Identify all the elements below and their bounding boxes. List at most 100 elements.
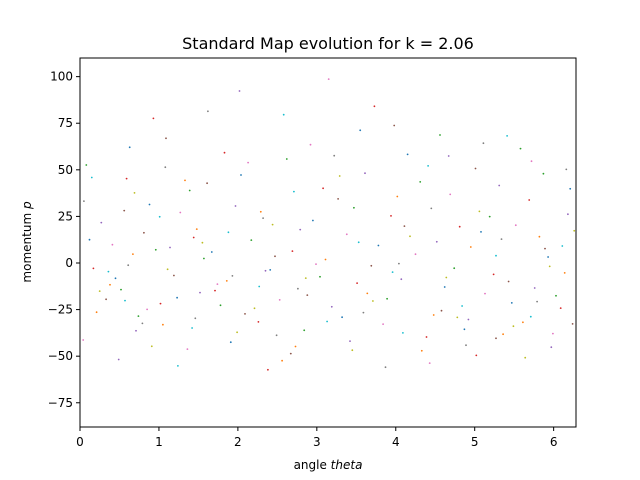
data-point-s1-1: [132, 253, 134, 256]
data-point-s7-17: [384, 366, 387, 369]
data-point-s9-19: [107, 270, 110, 273]
data-point-s3-9: [390, 215, 392, 217]
data-point-s6-13: [552, 332, 554, 335]
data-point-s1-0: [95, 311, 98, 314]
data-point-s8-8: [372, 300, 374, 302]
data-point-s7-12: [500, 238, 503, 241]
x-axis-label: angle theta: [294, 458, 363, 472]
data-point-s8-3: [201, 241, 204, 244]
data-point-s7-8: [362, 311, 365, 314]
data-point-s9-10: [427, 165, 429, 167]
data-point-s4-5: [264, 269, 267, 272]
data-point-s2-8: [353, 206, 355, 209]
data-point-s4-10: [435, 240, 438, 243]
data-point-s2-2: [154, 248, 157, 251]
data-point-s2-18: [542, 172, 545, 175]
data-point-s5-18: [495, 337, 497, 340]
chart-title: Standard Map evolution for k = 2.06: [182, 34, 474, 53]
data-point-s4-7: [330, 305, 333, 308]
data-point-s3-1: [125, 177, 128, 180]
data-point-s5-15: [165, 137, 167, 140]
x-tick-label-5: 5: [471, 435, 479, 449]
data-point-s6-15: [186, 348, 189, 350]
data-point-s4-9: [400, 278, 403, 281]
data-point-s5-13: [544, 247, 546, 250]
data-point-s9-11: [461, 305, 463, 307]
y-axis-ticks: −75 −50 −25 0 25 50 75 100: [48, 70, 80, 410]
x-tick-label-0: 0: [76, 435, 84, 449]
data-point-s4-11: [467, 318, 470, 321]
data-point-s8-12: [512, 325, 515, 328]
data-point-s7-13: [536, 300, 538, 303]
data-point-s1-13: [538, 235, 541, 238]
data-point-s2-1: [120, 288, 122, 291]
data-point-s3-14: [559, 307, 562, 309]
y-axis-label-prefix: momentum: [20, 209, 34, 283]
data-point-s5-17: [393, 124, 396, 127]
data-point-s6-3: [216, 283, 219, 285]
data-point-s1-17: [420, 349, 423, 352]
data-point-s5-10: [440, 309, 443, 312]
data-point-s3-0: [92, 267, 95, 270]
data-point-s0-17: [229, 341, 232, 344]
x-axis-ticks: 0 1 2 3 4 5 6: [76, 427, 557, 449]
data-point-s6-4: [247, 161, 250, 164]
data-point-s3-7: [322, 187, 324, 190]
data-point-s3-15: [152, 117, 155, 120]
data-point-s3-5: [257, 321, 260, 323]
data-point-s1-5: [259, 210, 262, 213]
data-point-s0-1: [114, 277, 117, 280]
data-point-s3-17: [373, 105, 376, 108]
data-point-s0-19: [463, 328, 466, 331]
data-point-s3-19: [214, 289, 216, 292]
data-point-s6-17: [428, 362, 431, 364]
data-point-s8-1: [133, 192, 136, 194]
data-point-s7-3: [194, 317, 197, 320]
data-point-s1-4: [225, 280, 228, 282]
data-point-s1-12: [502, 333, 504, 336]
data-point-s0-4: [210, 251, 213, 253]
data-point-s9-18: [506, 135, 508, 137]
y-tick-label-4: 25: [58, 209, 73, 223]
data-point-s8-14: [573, 229, 576, 232]
y-tick-label-0: −75: [48, 396, 73, 410]
data-point-s3-8: [356, 282, 358, 284]
data-point-s1-11: [469, 246, 472, 248]
data-point-s3-3: [192, 236, 195, 239]
data-point-s7-2: [164, 166, 167, 169]
data-point-s6-6: [315, 263, 317, 265]
data-point-s9-12: [495, 254, 497, 257]
data-point-s0-7: [312, 219, 314, 222]
data-point-s4-4: [234, 205, 237, 207]
data-point-s5-6: [306, 294, 309, 296]
y-tick-label-1: −50: [48, 349, 73, 363]
data-point-s9-17: [402, 332, 404, 334]
data-point-s7-7: [333, 154, 336, 157]
data-point-s8-13: [548, 265, 551, 268]
data-point-s5-7: [337, 198, 339, 200]
data-point-s0-15: [569, 187, 572, 190]
data-point-s2-0: [85, 164, 88, 166]
data-point-s3-18: [475, 354, 478, 357]
data-point-s3-2: [159, 302, 162, 305]
data-point-s0-0: [88, 238, 91, 241]
data-point-s8-11: [478, 210, 481, 213]
data-point-s8-18: [456, 316, 459, 319]
data-point-s7-6: [297, 287, 299, 290]
data-point-s0-2: [148, 203, 151, 206]
data-point-s0-12: [480, 231, 482, 233]
data-point-s0-14: [547, 256, 549, 258]
data-point-s6-8: [382, 323, 384, 325]
data-point-s4-14: [567, 213, 569, 216]
data-point-s9-4: [227, 231, 230, 234]
data-point-s1-19: [184, 179, 186, 182]
y-axis-label-variable: p: [20, 201, 34, 210]
data-point-s1-8: [366, 292, 369, 295]
data-point-s5-14: [571, 323, 574, 325]
data-point-s1-15: [109, 283, 111, 286]
data-point-s8-10: [445, 276, 448, 279]
data-point-s4-2: [169, 246, 171, 249]
data-point-s6-2: [179, 211, 182, 214]
data-point-s4-3: [199, 291, 201, 294]
data-point-s9-16: [282, 113, 285, 116]
